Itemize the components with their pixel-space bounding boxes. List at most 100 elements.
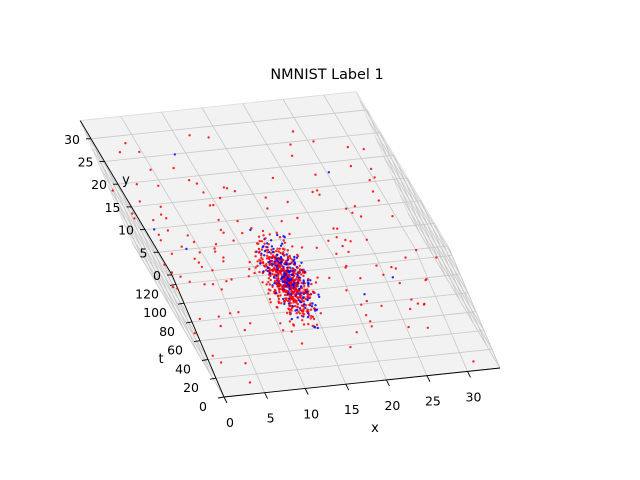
event-point-blue [290,273,293,277]
event-point-red [311,290,315,293]
event-point-blue [293,255,296,259]
event-point-blue [279,278,283,281]
event-point-red [217,315,220,318]
event-point-red [349,345,352,349]
event-point-red [279,270,282,273]
x-tick-label: 10 [303,407,319,422]
event-point-red [198,317,201,321]
event-point-red [193,257,196,260]
event-point-blue [276,233,279,237]
event-point-red [193,332,196,335]
event-point-red [306,308,309,311]
event-point-red [256,264,259,268]
t-gridline-floor [183,273,461,304]
event-point-red [271,272,274,276]
event-point-blue [283,302,286,306]
event-point-red [289,313,292,316]
event-point-blue [275,257,279,261]
event-point-red [211,354,214,357]
event-point-blue [295,308,299,312]
event-point-red [264,237,267,240]
event-point-red [228,312,232,315]
event-point-red [278,236,282,239]
event-point-red [270,252,273,255]
event-point-red [277,263,280,266]
event-point-red [268,283,271,286]
event-point-red [299,295,302,299]
event-point-red [264,269,268,272]
event-point-blue [266,246,269,249]
event-point-blue [313,309,317,312]
event-point-red [281,252,285,256]
event-point-red [365,238,368,241]
event-point-red [243,328,246,332]
event-point-red [197,261,201,264]
event-point-red [198,251,201,254]
event-point-red [297,271,301,274]
event-point-red [318,193,321,196]
y-gridline-back [117,154,395,185]
x-gridline-floor [252,266,306,389]
event-point-red [296,216,299,220]
event-point-blue [268,251,271,254]
event-point-red [217,218,220,222]
event-point-blue [286,292,290,296]
event-point-blue [297,298,300,302]
event-point-blue [291,283,294,286]
event-point-red [269,278,272,282]
y-gridline-back [158,222,435,253]
event-point-red [286,200,289,204]
event-point-red [222,231,225,234]
event-point-red [312,140,315,143]
t-gridline-left [91,148,185,304]
event-point-red [375,264,378,267]
event-point-blue [282,266,285,269]
event-point-red [289,285,293,289]
event-point-red [288,311,292,314]
scatter-points [111,130,475,384]
t-gridline-left [123,223,217,379]
event-point-red [351,211,354,214]
event-point-red [258,239,261,243]
event-point-red [276,306,279,309]
event-point-red [179,275,182,278]
event-point-red [232,239,235,242]
event-point-blue [317,293,320,296]
event-point-blue [276,268,279,271]
event-point-red [286,249,290,252]
event-point-red [290,309,293,312]
event-point-red [180,245,183,248]
event-point-red [277,283,280,286]
event-point-blue [275,274,278,277]
event-point-blue [302,296,305,299]
event-point-red [219,324,222,328]
event-point-red [257,251,261,254]
event-point-blue [306,298,309,301]
event-point-red [293,298,296,301]
event-point-red [299,308,302,311]
event-point-red [289,257,292,260]
event-point-red [289,143,292,146]
event-point-blue [298,292,301,295]
event-point-red [267,243,270,246]
event-point-red [214,250,217,253]
event-point-red [214,243,218,246]
event-point-red [186,234,189,237]
event-point-red [410,298,413,301]
event-point-red [255,242,259,245]
event-point-red [192,240,196,244]
event-point-red [302,323,306,326]
event-point-red [303,285,306,288]
event-point-red [409,307,412,311]
event-point-blue [278,257,282,260]
event-point-red [222,186,226,189]
event-point-red [124,142,127,145]
event-point-blue [279,244,283,247]
event-point-red [300,281,303,285]
x-gridline-back [161,111,254,267]
event-point-red [267,256,270,259]
event-point-red [313,307,316,310]
event-point-blue [269,239,273,242]
event-point-red [170,271,174,274]
t-tick-label: 60 [167,343,183,358]
